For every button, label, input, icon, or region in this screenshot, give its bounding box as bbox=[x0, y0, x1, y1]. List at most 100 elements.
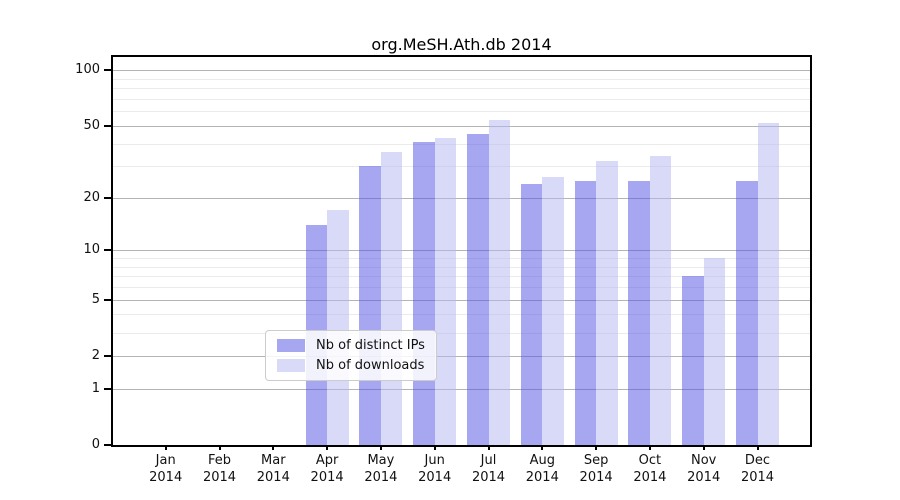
y-tick-label: 5 bbox=[91, 291, 100, 307]
x-tick-label-jun: Jun 2014 bbox=[403, 452, 467, 486]
bar-nov-downloads bbox=[703, 258, 726, 445]
x-tick-year: 2014 bbox=[579, 470, 613, 485]
x-tick bbox=[433, 445, 436, 450]
x-tick-year: 2014 bbox=[256, 470, 290, 485]
gridline-major bbox=[113, 388, 810, 390]
x-tick bbox=[702, 445, 705, 450]
gridline-minor bbox=[113, 88, 810, 90]
y-tick-label: 2 bbox=[91, 347, 100, 363]
y-tick bbox=[104, 387, 112, 390]
x-tick-label-mar: Mar 2014 bbox=[241, 452, 305, 486]
plot-area bbox=[111, 55, 812, 447]
x-tick-year: 2014 bbox=[149, 470, 183, 485]
x-tick-year: 2014 bbox=[310, 470, 344, 485]
gridline-major bbox=[113, 299, 810, 301]
gridline-major bbox=[113, 70, 810, 72]
x-tick-label-apr: Apr 2014 bbox=[295, 452, 359, 486]
x-tick-label-nov: Nov 2014 bbox=[672, 452, 736, 486]
bar-may-distinct-ips bbox=[359, 166, 381, 445]
gridline-major bbox=[113, 355, 810, 357]
gridline-minor bbox=[113, 98, 810, 100]
bar-dec-distinct-ips bbox=[736, 180, 758, 445]
legend: Nb of distinct IPs Nb of downloads bbox=[265, 330, 437, 381]
y-tick-label: 10 bbox=[83, 242, 100, 258]
x-tick-year: 2014 bbox=[633, 470, 667, 485]
x-tick bbox=[218, 445, 221, 450]
gridline-minor bbox=[113, 143, 810, 145]
x-tick-label-oct: Oct 2014 bbox=[618, 452, 682, 486]
y-tick bbox=[104, 124, 112, 127]
bar-apr-downloads bbox=[327, 210, 349, 445]
y-tick-label: 50 bbox=[83, 117, 100, 133]
x-tick-month: Oct bbox=[638, 453, 662, 468]
x-tick-year: 2014 bbox=[418, 470, 452, 485]
x-tick bbox=[487, 445, 490, 450]
x-tick-year: 2014 bbox=[740, 470, 775, 485]
x-tick-month: Aug bbox=[529, 453, 555, 468]
x-tick-label-dec: Dec 2014 bbox=[726, 452, 790, 486]
x-tick-year: 2014 bbox=[525, 470, 559, 485]
gridline-minor bbox=[113, 166, 810, 168]
bar-jul-downloads bbox=[488, 119, 510, 445]
x-tick bbox=[595, 445, 598, 450]
gridline-minor bbox=[113, 276, 810, 278]
gridline-minor bbox=[113, 111, 810, 113]
x-tick-month: Feb bbox=[207, 453, 232, 468]
x-tick-label-feb: Feb 2014 bbox=[188, 452, 252, 486]
gridline-major bbox=[113, 125, 810, 127]
gridline-minor bbox=[113, 78, 810, 80]
x-tick-year: 2014 bbox=[364, 470, 398, 485]
gridline-minor bbox=[113, 287, 810, 288]
x-tick-month: Nov bbox=[691, 453, 717, 468]
bar-may-downloads bbox=[380, 151, 403, 445]
x-tick-label-jan: Jan 2014 bbox=[134, 452, 198, 486]
y-tick bbox=[104, 298, 112, 301]
x-tick bbox=[379, 445, 382, 450]
x-tick bbox=[648, 445, 651, 450]
x-tick bbox=[541, 445, 544, 450]
legend-label-downloads: Nb of downloads bbox=[316, 358, 425, 373]
x-tick-month: Jun bbox=[424, 453, 445, 468]
y-tick bbox=[104, 444, 112, 446]
bar-dec-downloads bbox=[757, 122, 779, 445]
x-tick-month: Apr bbox=[315, 453, 339, 468]
chart-title: org.MeSH.Ath.db 2014 bbox=[371, 35, 552, 54]
bar-jul-distinct-ips bbox=[467, 134, 489, 445]
gridline-minor bbox=[113, 332, 810, 334]
bar-jun-downloads bbox=[434, 137, 457, 445]
bar-aug-downloads bbox=[542, 177, 564, 445]
bar-oct-distinct-ips bbox=[628, 180, 650, 445]
bar-sep-distinct-ips bbox=[574, 180, 597, 445]
bar-sep-downloads bbox=[596, 161, 618, 445]
x-tick-month: Jan bbox=[155, 453, 176, 468]
y-tick-label: 0 bbox=[91, 437, 100, 452]
bar-jun-distinct-ips bbox=[413, 141, 435, 445]
x-tick-month: Sep bbox=[583, 453, 609, 468]
y-tick bbox=[104, 249, 112, 252]
x-tick bbox=[272, 445, 275, 450]
gridline-major bbox=[113, 250, 810, 252]
x-tick-month: Jul bbox=[480, 453, 497, 468]
gridline-minor bbox=[113, 258, 810, 260]
x-tick-label-sep: Sep 2014 bbox=[564, 452, 628, 486]
y-tick-label: 100 bbox=[75, 62, 100, 78]
x-tick-label-may: May 2014 bbox=[349, 452, 413, 486]
y-tick bbox=[104, 69, 112, 72]
legend-swatch-distinct-ips-icon bbox=[277, 339, 305, 352]
y-tick-label: 20 bbox=[83, 189, 100, 205]
legend-swatch-downloads-icon bbox=[277, 359, 305, 372]
x-tick bbox=[756, 445, 759, 450]
x-tick-year: 2014 bbox=[471, 470, 506, 485]
gridline-major bbox=[113, 197, 810, 199]
gridline-minor bbox=[113, 314, 810, 316]
x-tick-year: 2014 bbox=[202, 470, 237, 485]
gridline-minor bbox=[113, 266, 810, 268]
y-tick bbox=[104, 354, 112, 357]
x-tick-year: 2014 bbox=[687, 470, 721, 485]
x-tick bbox=[326, 445, 329, 450]
y-tick-label: 1 bbox=[91, 380, 100, 396]
legend-label-distinct-ips: Nb of distinct IPs bbox=[316, 338, 425, 353]
legend-item-downloads: Nb of downloads bbox=[277, 358, 425, 373]
bar-oct-downloads bbox=[649, 156, 672, 445]
